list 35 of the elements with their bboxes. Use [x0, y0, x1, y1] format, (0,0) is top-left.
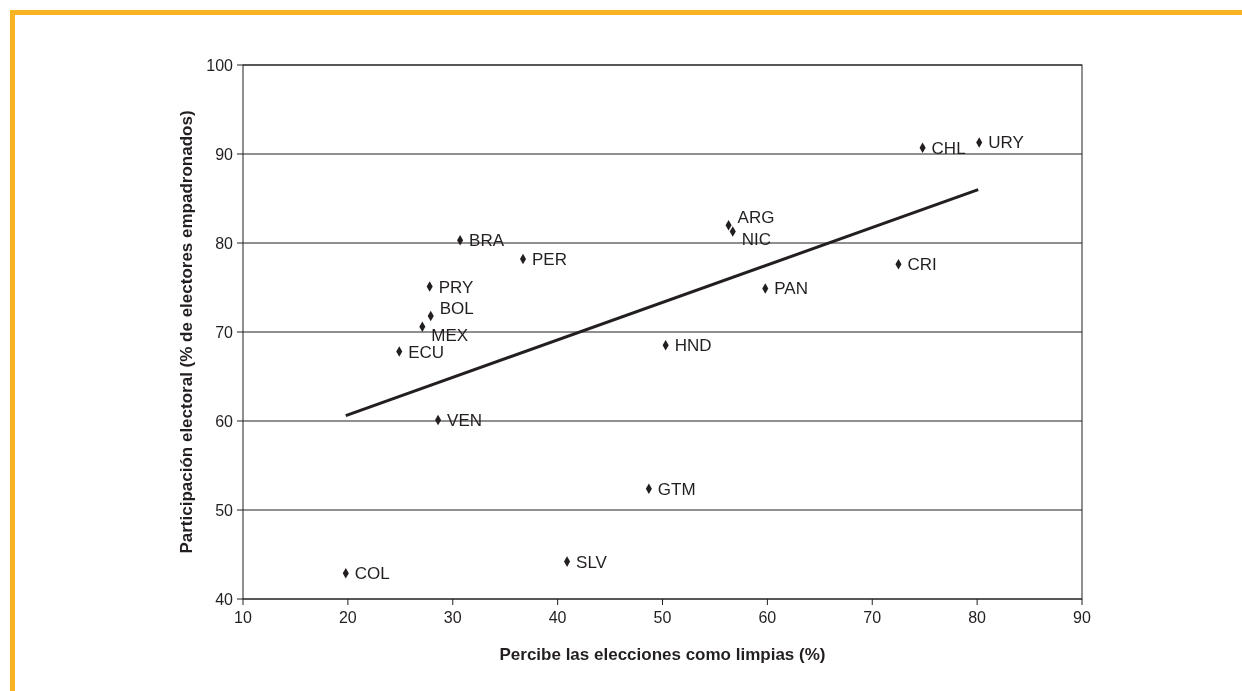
annotation: MEX [431, 325, 469, 345]
annotation: SLV [576, 552, 608, 572]
y-tick-label: 100 [206, 56, 234, 74]
annotation: PER [532, 249, 567, 269]
x-tick-label: 50 [653, 609, 672, 626]
annotation: BRA [469, 231, 505, 251]
annotation: PRY [438, 277, 474, 297]
y-tick-label: 70 [215, 323, 234, 341]
y-tick-label: 40 [215, 590, 234, 608]
y-axis-title: Participación electoral (% de electores empadronados) [177, 110, 196, 554]
x-tick-label: 40 [548, 609, 567, 626]
x-axis-title: Percibe las elecciones como limpias (%) [499, 645, 826, 664]
annotation: ECU [408, 342, 445, 362]
y-tick-label: 50 [215, 501, 234, 519]
x-tick-label: 60 [758, 609, 777, 626]
x-tick-label: 30 [443, 609, 462, 626]
y-tick-label: 90 [215, 145, 234, 163]
x-tick-label: 20 [338, 609, 357, 626]
annotation: VEN [447, 411, 483, 431]
annotation: GTM [657, 479, 696, 499]
annotation: ARG [737, 208, 775, 228]
annotation: BOL [439, 298, 474, 318]
x-tick-label: 70 [863, 609, 882, 626]
x-tick-label: 90 [1073, 609, 1091, 626]
annotation: CRI [907, 255, 937, 275]
y-tick-label: 80 [215, 234, 234, 252]
x-tick-label: 80 [968, 609, 987, 626]
annotation: PAN [774, 279, 808, 299]
x-tick-label: 10 [234, 609, 252, 626]
annotation: NIC [741, 230, 772, 250]
annotation: HND [674, 336, 712, 356]
annotation: CHL [931, 138, 966, 158]
annotation: URY [988, 133, 1024, 153]
annotation: COL [354, 564, 390, 584]
y-tick-label: 60 [215, 412, 234, 430]
